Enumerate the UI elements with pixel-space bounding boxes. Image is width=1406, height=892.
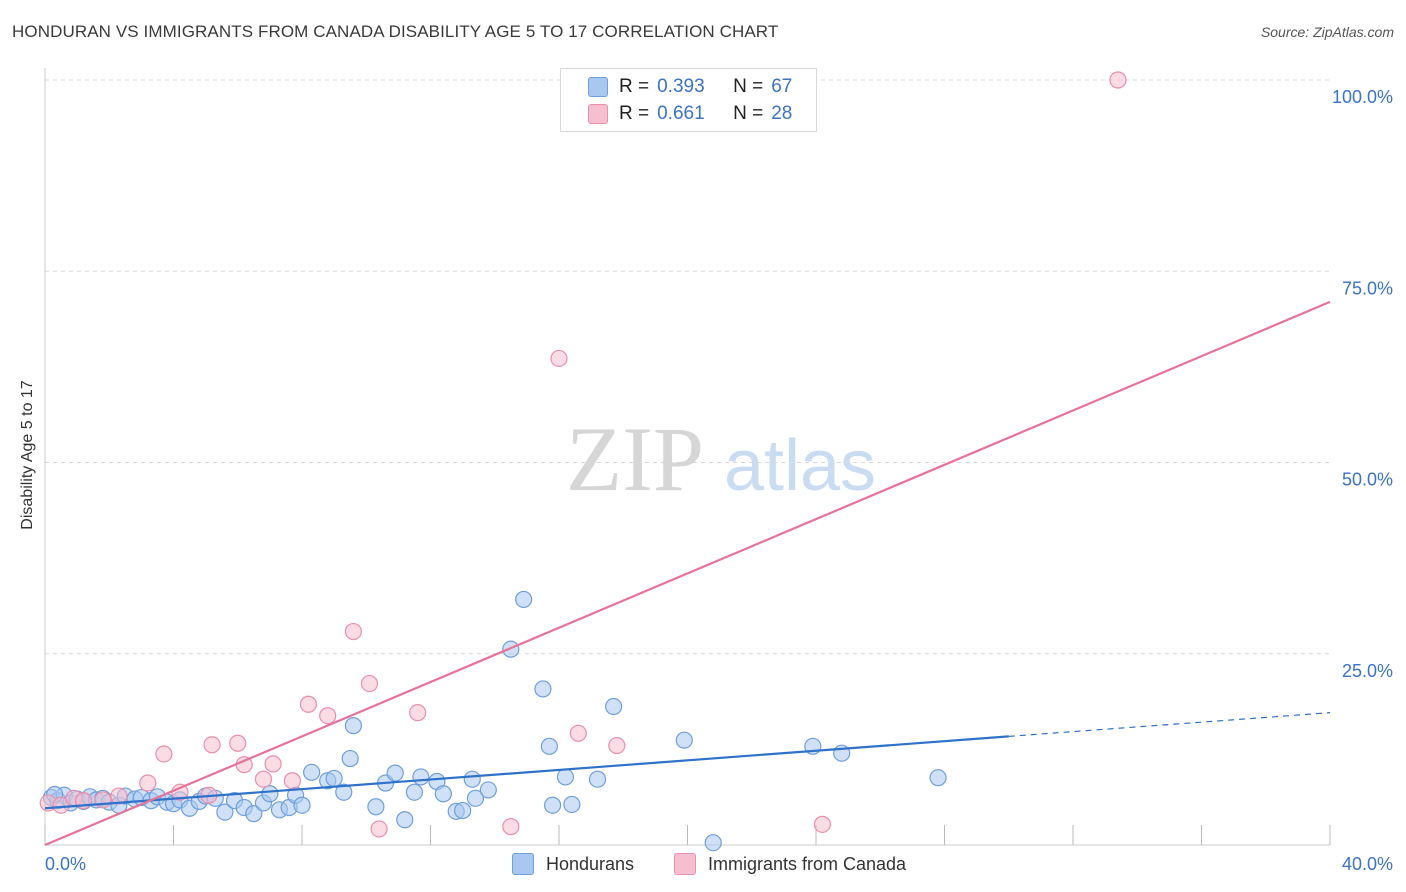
data-point — [319, 707, 337, 725]
data-point — [556, 768, 575, 786]
data-point — [550, 349, 568, 368]
data-point — [216, 803, 234, 821]
canada-trend-line — [44, 300, 1331, 847]
x-tick-labels: 0.0% 40.0% — [45, 854, 1393, 874]
hondurans-trend-line — [44, 735, 1009, 810]
r-value: 0.393 — [657, 76, 705, 97]
data-point — [367, 798, 385, 816]
data-point — [454, 801, 472, 820]
data-point — [434, 785, 452, 803]
grid-lines — [45, 79, 1330, 655]
data-point — [344, 622, 362, 641]
hondurans-legend-swatch — [512, 853, 534, 875]
data-point — [293, 796, 311, 814]
n-value: 28 — [771, 103, 793, 124]
hondurans-trend-extension — [1008, 712, 1331, 737]
data-point — [543, 796, 562, 814]
data-point — [245, 805, 263, 823]
source-credit: Source: ZipAtlas.com — [1260, 24, 1394, 40]
data-point — [396, 811, 414, 829]
hondurans-swatch — [588, 77, 608, 97]
legend-label-canada: Immigrants from Canada — [708, 853, 907, 874]
data-point — [370, 820, 388, 838]
y-tick-labels: 25.0% 50.0% 75.0% 100.0% — [1332, 87, 1393, 681]
data-point — [283, 772, 301, 790]
y-tick-label: 50.0% — [1342, 470, 1393, 490]
data-point — [409, 704, 427, 722]
x-tick-label: 40.0% — [1342, 854, 1393, 874]
data-point — [254, 770, 273, 788]
r-value: 0.661 — [657, 103, 705, 124]
data-point — [569, 724, 587, 742]
chart-title: HONDURAN VS IMMIGRANTS FROM CANADA DISAB… — [12, 22, 779, 41]
data-point — [110, 787, 128, 805]
data-point — [534, 680, 552, 698]
r-label: R = — [619, 103, 650, 124]
stats-legend: R = 0.393 N = 67 R = 0.661 N = 28 — [560, 68, 817, 132]
data-point — [704, 834, 722, 852]
data-point — [261, 785, 279, 803]
data-point — [675, 731, 693, 749]
data-point — [813, 815, 832, 833]
n-label: N = — [733, 76, 764, 97]
legend-label-hondurans: Hondurans — [546, 853, 635, 874]
canada-swatch — [588, 104, 608, 124]
data-point — [341, 749, 359, 768]
legend-item-hondurans: Hondurans — [512, 852, 634, 876]
data-point — [325, 769, 343, 788]
x-tick-label: 0.0% — [45, 854, 86, 874]
data-point — [412, 768, 430, 786]
watermark-zip: ZIP — [566, 408, 704, 510]
data-point — [463, 770, 481, 788]
data-point — [264, 755, 282, 773]
data-point — [139, 774, 157, 792]
data-point — [563, 795, 581, 814]
data-point — [335, 783, 353, 801]
data-point — [605, 697, 623, 716]
data-point — [540, 737, 558, 755]
watermark: ZIP atlas — [566, 408, 876, 510]
hondurans-points — [42, 590, 947, 852]
data-point — [515, 590, 533, 609]
n-value: 67 — [771, 76, 793, 97]
y-tick-label: 100.0% — [1332, 87, 1393, 107]
data-point — [466, 789, 485, 807]
n-label: N = — [733, 103, 764, 124]
canada-legend-swatch — [674, 853, 696, 875]
stats-row-hondurans: R = 0.393 N = 67 — [588, 75, 793, 99]
data-point — [479, 781, 497, 799]
data-point — [929, 769, 947, 787]
y-tick-label: 25.0% — [1342, 661, 1393, 681]
data-point — [229, 734, 247, 752]
data-point — [386, 764, 404, 782]
data-point — [502, 818, 520, 836]
axes — [44, 68, 1331, 846]
watermark-atlas: atlas — [724, 426, 876, 506]
data-point — [155, 745, 173, 763]
data-point — [405, 783, 424, 801]
data-point — [299, 695, 318, 713]
r-label: R = — [619, 76, 650, 97]
trend-lines — [44, 300, 1331, 847]
data-point — [360, 674, 379, 693]
y-tick-label: 75.0% — [1342, 278, 1393, 298]
data-point — [588, 770, 607, 788]
data-point — [608, 736, 626, 755]
data-point — [1109, 71, 1127, 89]
stats-row-canada: R = 0.661 N = 28 — [588, 102, 793, 126]
legend-item-canada: Immigrants from Canada — [674, 852, 906, 876]
data-point — [203, 736, 221, 754]
data-point — [303, 763, 321, 781]
data-point — [344, 717, 362, 735]
